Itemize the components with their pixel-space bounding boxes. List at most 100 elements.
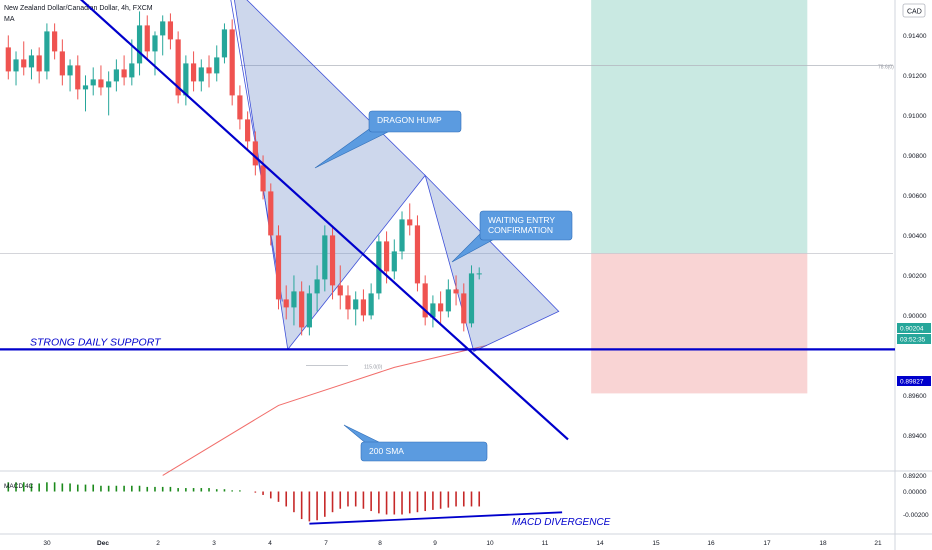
candle: [129, 39, 135, 86]
candle-body: [90, 79, 96, 86]
candle-body: [345, 295, 351, 310]
candle: [345, 285, 351, 320]
price-tag-bg: [897, 376, 931, 386]
candle-body: [407, 219, 413, 226]
candle: [445, 279, 451, 318]
candle: [28, 49, 35, 80]
candle-body: [98, 79, 104, 88]
candle-body: [291, 291, 297, 308]
candle-body: [337, 285, 343, 296]
price-tick-label: 0.91400: [903, 33, 927, 40]
candle-body: [368, 293, 374, 316]
candle-body: [245, 119, 251, 142]
candle-body: [468, 273, 475, 324]
candle-body: [190, 63, 197, 82]
candle: [329, 225, 336, 300]
long-position-stop-zone: [591, 253, 808, 394]
currency-box: [902, 3, 926, 18]
candle: [453, 275, 459, 306]
macd-divergence-label: MACD DIVERGENCE: [512, 517, 611, 528]
candle: [422, 275, 428, 326]
candle: [144, 15, 150, 60]
macd-tick-label: 0.00000: [903, 489, 927, 496]
candle-body: [36, 55, 42, 72]
candle: [337, 265, 343, 310]
price-tag-bg: [897, 334, 931, 344]
candle-body: [268, 191, 274, 236]
macd-divergence-line: [309, 511, 563, 525]
candle: [461, 283, 467, 332]
candle-body: [299, 291, 305, 328]
candle-body: [52, 31, 58, 52]
currency-badge: CAD: [902, 3, 926, 18]
candle-body: [329, 235, 336, 286]
candle-body: [160, 21, 166, 36]
candle-body: [322, 235, 328, 280]
candle-body: [129, 63, 135, 78]
fib-level-label: 115.0(0): [364, 364, 383, 370]
macd-label: MACD 4C: [4, 483, 34, 490]
time-tick-label: 2: [156, 540, 160, 547]
candle-body: [260, 165, 266, 192]
price-tick-label: 0.89200: [903, 473, 927, 480]
candle: [399, 211, 405, 260]
candle: [268, 183, 274, 246]
pattern-triangle-xab: [234, 0, 426, 351]
candle: [183, 55, 189, 106]
candle: [306, 285, 312, 336]
currency-label: CAD: [907, 9, 922, 16]
candle-body: [5, 47, 11, 72]
candle-body: [106, 81, 112, 88]
candle: [113, 59, 119, 92]
candle: [59, 39, 65, 86]
time-tick-label: 4: [268, 540, 272, 547]
support-label: STRONG DAILY SUPPORT: [30, 336, 162, 348]
price-tag-text: 0.89827: [900, 379, 924, 386]
candle: [391, 239, 397, 280]
candle-body: [13, 59, 19, 72]
candle-body: [360, 299, 367, 316]
candle-body: [67, 65, 73, 76]
price-tag-text: 0.90204: [900, 326, 924, 333]
candle: [82, 75, 89, 112]
candle: [206, 55, 212, 88]
callout-box: [479, 210, 573, 241]
candle: [430, 295, 436, 328]
candle: [468, 265, 475, 328]
candle: [476, 267, 482, 280]
candle-body: [438, 303, 444, 312]
candle: [275, 225, 282, 310]
macd-histogram: [7, 482, 481, 522]
candle-body: [44, 31, 50, 72]
time-tick-label: 8: [378, 540, 382, 547]
long-position-target-zone: [591, 0, 808, 254]
callout-text: CONFIRMATION: [488, 225, 553, 235]
candle-body: [152, 35, 158, 52]
price-tick-label: 0.89600: [903, 393, 927, 400]
time-tick-label: 9: [433, 540, 437, 547]
candle-body: [445, 289, 451, 312]
time-tick-label: 3: [212, 540, 216, 547]
candle-body: [175, 39, 181, 96]
candle: [314, 265, 320, 312]
candle: [353, 291, 359, 326]
candle-body: [252, 141, 258, 166]
callout-box: [368, 110, 462, 133]
price-tag: 0.89827: [897, 376, 931, 386]
candle: [36, 47, 42, 84]
candle: [5, 35, 11, 80]
candle: [152, 31, 158, 76]
candle-body: [221, 29, 228, 58]
candle-body: [183, 63, 189, 96]
callout-text: WAITING ENTRY: [488, 215, 555, 225]
callout-box: [360, 441, 488, 462]
price-axis: 0.924000.922000.920000.918000.916000.914…: [903, 33, 927, 480]
callout-text: 200 SMA: [369, 446, 404, 456]
candle: [291, 275, 297, 326]
candle-body: [430, 303, 436, 318]
price-tick-label: 0.90800: [903, 153, 927, 160]
price-tick-label: 0.89400: [903, 433, 927, 440]
symbol-title: New Zealand Dollar/Canadian Dollar, 4h, …: [4, 5, 153, 12]
time-tick-label: Dec: [97, 540, 109, 547]
